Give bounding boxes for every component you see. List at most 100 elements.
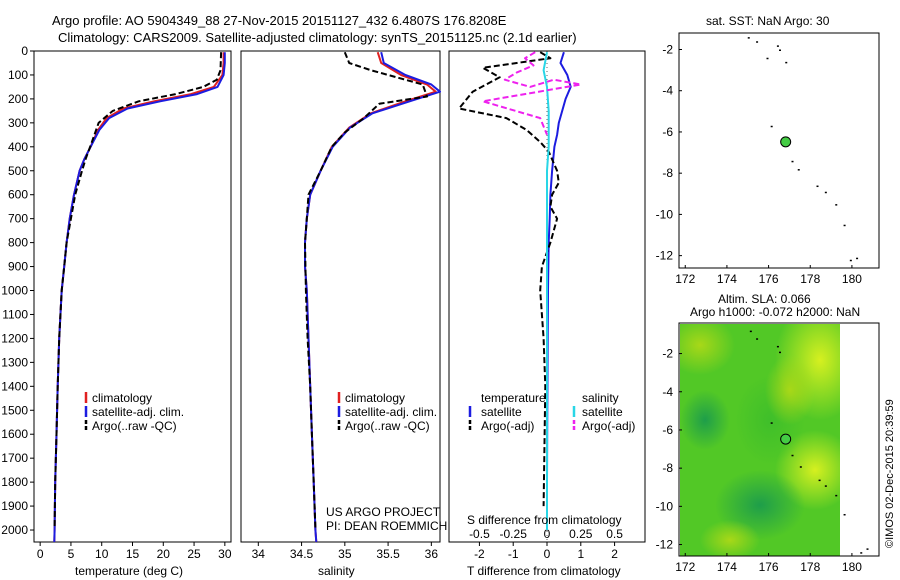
pressure-tick-label: 1800 [1,475,28,489]
island-mark [791,160,794,163]
legend-climatology-label: climatology [345,391,405,405]
pressure-tick-label: 900 [8,260,28,274]
difference-legend: temperature salinity satellite satellite… [468,391,635,433]
island-mark [756,338,759,340]
pressure-tick-label: 800 [8,236,28,250]
island-mark [791,454,794,457]
series-line-satellite [53,52,226,543]
header-line1: Argo profile: AO 5904349_88 27-Nov-2015 … [52,13,507,28]
island-mark [776,345,779,348]
island-mark [843,513,846,516]
series-line-climatology [53,52,225,543]
pressure-tick-label: 1500 [1,403,28,417]
series-line-climatology [304,51,437,543]
pressure-tick-label: 1400 [1,379,28,393]
t-difference-label: T difference from climatology [467,564,621,578]
s-difference-tick-label: 0.25 [569,527,593,541]
series-line-t-satellite [546,51,572,530]
sst-map-axes: 172 174 176 178 180 -2 -4 -6 -8 -10 -12 [656,42,863,286]
pressure-axis: 0 100 200 300 400 500 600 700 800 900 1000 1100 1200… [1,44,34,537]
map-lat-tick-label: -12 [656,538,674,552]
salinity-tick-label: 34.5 [290,547,314,561]
pressure-tick-label: 400 [8,140,28,154]
island-mark [835,494,838,497]
sla-patch [700,520,760,556]
island-mark [770,125,773,128]
salinity-panel: 34 34.5 35 35.5 36 salinity climatology sate… [240,50,447,578]
temperature-legend: climatology satellite-adj. clim. Argo(..… [84,391,184,433]
island-mark [816,185,819,188]
island-mark [824,485,827,487]
sla-heatmap [680,324,840,556]
temperature-tick-label: 10 [95,547,109,561]
pressure-tick-label: 100 [8,68,28,82]
sst-coastline [747,37,859,262]
temperature-tick-label: 5 [68,547,75,561]
salinity-tick-label: 34 [252,547,266,561]
pressure-tick-label: 600 [8,188,28,202]
temperature-plot-frame [33,50,232,543]
map-lat-tick-label: -10 [656,207,674,221]
imos-timestamp: ©IMOS 02-Dec-2015 20:39:59 [884,399,896,548]
legend-argo-label: Argo(..raw -QC) [345,419,430,433]
island-mark [770,422,773,424]
t-difference-tick-label: 1 [577,547,584,561]
sla-map-panel: Altim. SLA: 0.066 Argo h1000: -0.072 h20… [656,292,880,574]
pressure-tick-label: 1900 [1,499,28,513]
salinity-tick-label: 35 [338,547,352,561]
map-lat-tick-label: -10 [656,499,674,513]
sla-float-marker [780,433,792,445]
credit-line1: US ARGO PROJECT [326,505,441,519]
salinity-tick-label: 35.5 [376,547,400,561]
map-lon-tick-label: 174 [717,560,737,574]
island-mark [766,57,769,60]
legend-climatology-label: climatology [92,391,152,405]
island-mark [779,49,781,51]
island-mark [866,548,869,550]
temperature-axis: 0 5 10 15 20 25 30 [37,542,232,561]
t-difference-tick-label: -1 [508,547,519,561]
series-line-s-argo [481,51,582,136]
temperature-xlabel: temperature (deg C) [75,564,183,578]
map-lat-tick-label: -12 [656,249,674,263]
island-mark [849,259,852,262]
island-mark [856,257,859,260]
salinity-axis: 34 34.5 35 35.5 36 [252,542,438,561]
sst-float-marker [780,136,792,148]
map-lon-tick-label: 178 [800,560,820,574]
pressure-tick-label: 1100 [2,307,28,321]
island-mark [797,169,800,171]
island-mark [818,479,821,482]
pressure-tick-label: 0 [21,44,28,58]
map-lat-tick-label: -4 [662,385,673,399]
temperature-tick-label: 25 [187,547,201,561]
t-difference-tick-label: 2 [611,547,618,561]
temperature-tick-label: 0 [37,547,44,561]
legend-t-argo-label: Argo(-adj) [481,419,534,433]
map-lon-tick-label: 176 [759,272,779,286]
sla-map-frame [678,322,880,557]
island-mark [785,61,788,64]
temperature-series [53,52,226,543]
difference-panel: -2 -1 0 1 2 -0.5 -0.25 0 0.25 0.5 S difference f… [448,50,646,578]
sst-map-title: sat. SST: NaN Argo: 30 [706,14,830,28]
map-lon-tick-label: 172 [675,560,695,574]
sst-map-panel: sat. SST: NaN Argo: 30 172 174 176 178 180 -2… [656,14,880,286]
s-difference-tick-label: -0.5 [469,527,490,541]
temperature-tick-label: 30 [218,547,232,561]
s-difference-label: S difference from climatology [467,513,622,527]
pressure-tick-label: 2000 [1,523,28,537]
map-lon-tick-label: 174 [717,272,737,286]
map-lat-tick-label: -2 [662,347,673,361]
series-line-argo [53,52,223,528]
map-lon-tick-label: 176 [759,560,779,574]
map-lon-tick-label: 172 [675,272,695,286]
s-difference-tick-label: 0 [544,527,551,541]
series-line-argo [304,51,428,528]
temperature-panel: 0100200300400500600700800900100011001200… [1,44,232,578]
map-lat-tick-label: -2 [662,42,673,56]
t-difference-axis: -2 -1 0 1 2 [474,542,618,561]
island-mark [835,204,838,206]
sla-map-title-line1: Altim. SLA: 0.066 [718,292,811,306]
